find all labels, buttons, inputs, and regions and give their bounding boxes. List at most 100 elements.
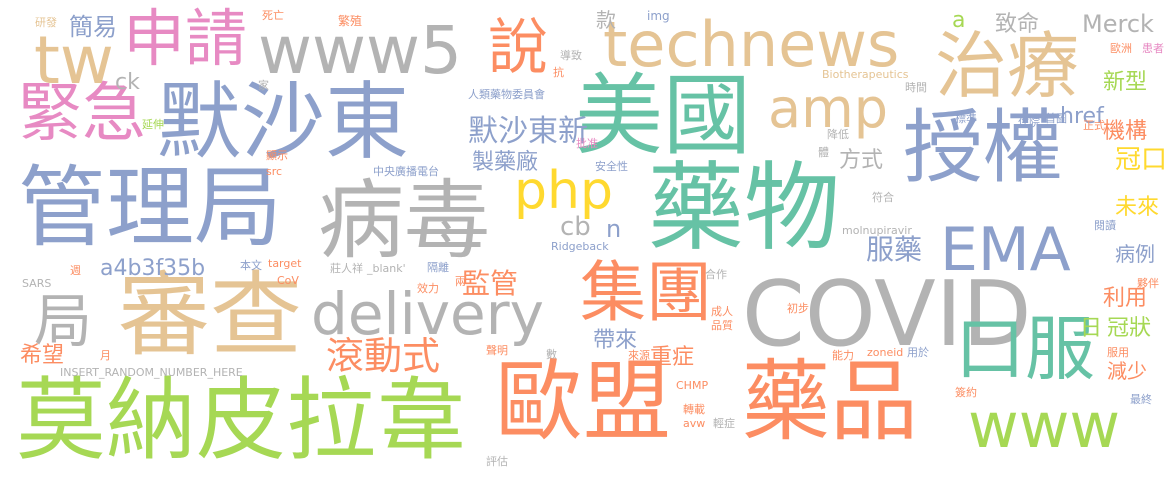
word-approve: 批准 xyxy=(576,138,598,149)
word-take: 服用 xyxy=(1107,347,1129,358)
word-adult: 成人 xyxy=(711,306,733,317)
word-merck: Merck xyxy=(1082,12,1154,36)
word-chmp-zh: 人類藥物委員會 xyxy=(468,89,545,100)
word-administration: 管理局 xyxy=(18,164,282,252)
word-partner: 夥伴 xyxy=(1137,278,1159,289)
word-zoneid: zoneid xyxy=(867,347,903,358)
word-treatment: 治療 xyxy=(935,30,1079,102)
word-patient: 患者 xyxy=(1142,43,1164,54)
word-efficacy: 效力 xyxy=(417,283,439,294)
word-new-type: 新型 xyxy=(1103,72,1147,94)
word-read: 閱讀 xyxy=(1094,220,1116,231)
word-show: 顯示 xyxy=(266,150,288,161)
word-pharma-factory: 製藥廠 xyxy=(472,152,538,174)
word-this-article: 本文 xyxy=(240,260,262,271)
word-a4b3f35b: a4b3f35b xyxy=(100,258,205,280)
word-rd: 研發 xyxy=(35,17,57,28)
word-eu: 歐盟 xyxy=(495,358,671,446)
word-ability: 能力 xyxy=(832,350,854,361)
word-oral: 口服 xyxy=(955,314,1095,384)
word-home: 家 xyxy=(258,80,269,91)
word-www: www xyxy=(968,395,1120,457)
word-drug: 藥物 xyxy=(648,160,840,256)
word-sign: 簽約 xyxy=(955,387,977,398)
word-avw: avw xyxy=(683,418,705,429)
word-target: target xyxy=(268,258,301,269)
word-ridgeback: Ridgeback xyxy=(551,241,609,252)
word-utilize: 利用 xyxy=(1103,288,1147,310)
word-source: 來源 xyxy=(628,350,650,361)
word-take-medicine: 服藥 xyxy=(866,236,922,264)
word-rolling: 滾動式 xyxy=(326,337,440,375)
word-method: 方式 xyxy=(839,150,883,172)
word-quality: 品質 xyxy=(711,320,733,331)
word-first-image: 首圖 xyxy=(1045,113,1067,124)
word-insert-random: INSERT_RANDOM_NUMBER_HERE xyxy=(60,367,243,378)
word-lower: 降低 xyxy=(827,129,849,140)
word-usa: 美國 xyxy=(575,72,751,160)
word-extend: 延伸 xyxy=(142,119,164,130)
word-time: 時間 xyxy=(905,82,927,93)
word-cooperate: 合作 xyxy=(705,269,727,280)
word-group: 集團 xyxy=(580,260,712,326)
word-chuang: 莊人祥 xyxy=(330,263,363,274)
word-isolate: 隔離 xyxy=(427,262,449,273)
word-deadly: 致命 xyxy=(995,14,1039,36)
word-cb: cb xyxy=(560,214,591,240)
word-src: src xyxy=(266,166,282,177)
word-week: 週 xyxy=(70,265,81,276)
word-body: 體 xyxy=(818,147,829,158)
word-regulation: 監管 xyxy=(462,270,518,298)
word-ema: EMA xyxy=(940,220,1071,280)
word-rti: 中央廣播電台 xyxy=(373,166,439,177)
word-say: 說 xyxy=(488,18,548,78)
word-item: 款 xyxy=(596,10,616,30)
word-reduce: 減少 xyxy=(1107,361,1147,381)
word-severe: 重症 xyxy=(650,347,694,369)
word-hope: 希望 xyxy=(20,345,64,367)
word-molnupiravir-zh: 莫納皮拉韋 xyxy=(16,376,466,466)
word-merck-new: 默沙東新 xyxy=(468,117,588,147)
word-repost: 轉載 xyxy=(683,404,705,415)
word-bureau: 局 xyxy=(34,292,92,350)
word-standard: 標準 xyxy=(955,113,977,124)
word-research: img xyxy=(647,10,670,22)
word-safety: 安全性 xyxy=(595,161,628,172)
word-mild: 輕症 xyxy=(713,418,735,429)
word-future: 未來 xyxy=(1115,197,1159,219)
word-chmp: CHMP xyxy=(676,380,708,391)
word-two: 兩 xyxy=(455,276,466,287)
word-medicine: 藥品 xyxy=(742,358,918,446)
word-review: 審查 xyxy=(118,270,302,362)
word-crown-mouth: 冠口 xyxy=(1115,147,1167,173)
word-molnupiravir: molnupiravir xyxy=(842,225,912,236)
word-blank: _blank' xyxy=(367,263,406,274)
word-europe: 歐洲 xyxy=(1110,43,1132,54)
word-simple: 簡易 xyxy=(69,15,117,39)
word-sars: SARS xyxy=(22,278,51,289)
word-ck: ck xyxy=(115,72,140,94)
word-breed: 繁殖 xyxy=(338,15,362,27)
word-preliminary: 初步 xyxy=(787,303,809,314)
word-corona: 冠狀 xyxy=(1107,318,1151,340)
word-virus: 病毒 xyxy=(318,178,490,264)
word-match: 符合 xyxy=(872,192,894,203)
word-anti: 抗 xyxy=(553,67,564,78)
word-month: 月 xyxy=(100,350,111,361)
word-hospital: 住院 xyxy=(1018,117,1040,128)
word-death: 死亡 xyxy=(262,10,284,21)
word-technews: technews xyxy=(603,14,899,76)
word-statement: 聲明 xyxy=(486,345,508,356)
word-formal: 正式 xyxy=(1083,120,1105,131)
word-used-for: 用於 xyxy=(907,347,929,358)
word-cases: 病例 xyxy=(1115,244,1155,264)
word-cause: 導致 xyxy=(560,50,582,61)
word-n: n xyxy=(606,217,621,241)
word-biotherapeutics: Biotherapeutics xyxy=(822,69,909,80)
word-final: 最終 xyxy=(1130,394,1152,405)
word-cov: CoV xyxy=(277,275,299,286)
word-apply: 申請 xyxy=(123,8,247,70)
word-a: a xyxy=(952,10,965,32)
word-evaluate: 評估 xyxy=(486,456,508,467)
